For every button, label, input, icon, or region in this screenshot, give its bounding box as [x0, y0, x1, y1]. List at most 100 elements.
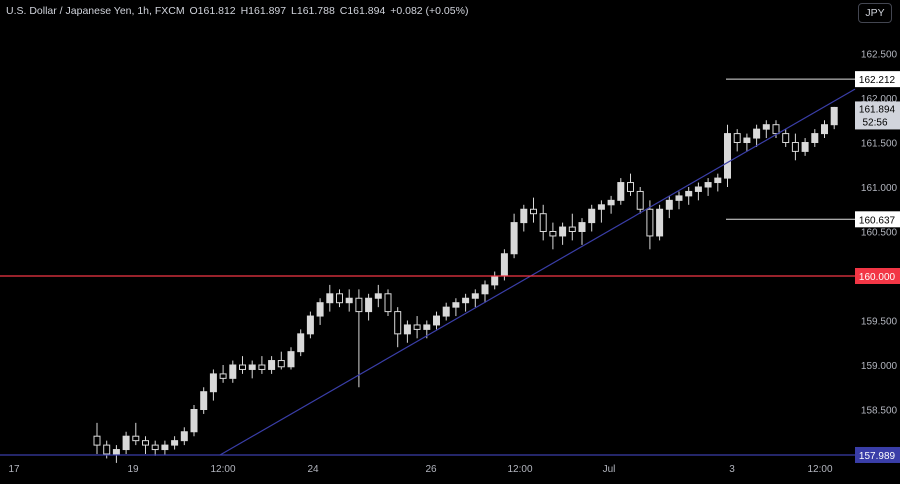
candle-body: [772, 124, 780, 135]
candle-body: [287, 351, 295, 368]
candle-body: [539, 213, 547, 232]
candle-body: [597, 204, 605, 210]
support-price-label-bg: [855, 446, 900, 463]
candles-layer: [93, 106, 838, 463]
candle-body: [578, 222, 586, 233]
candle-body: [442, 306, 450, 317]
candle-body: [801, 142, 809, 152]
candle-body: [830, 106, 838, 126]
candle-body: [617, 182, 625, 201]
resistance-price-label-bg: [855, 268, 900, 284]
change-value: +0.082 (+0.05%): [390, 5, 469, 17]
current-price-label: 161.894: [859, 104, 896, 115]
x-tick-label: 17: [8, 464, 20, 475]
candle-body: [93, 435, 101, 446]
candle-body: [471, 293, 479, 299]
candle-body: [151, 444, 159, 451]
candle-body: [743, 137, 751, 144]
candle-body: [791, 142, 799, 152]
candle-body: [365, 297, 373, 313]
currency-button[interactable]: JPY: [858, 3, 892, 23]
support-price-label: 157.989: [859, 451, 896, 462]
candle-body: [258, 364, 266, 370]
candle-body: [559, 226, 567, 237]
candle-body: [646, 208, 654, 237]
candle-body: [403, 324, 411, 335]
level-price-label-bg: [855, 211, 900, 228]
candle-body: [724, 133, 731, 179]
candle-body: [336, 293, 343, 304]
open-value: O161.812: [189, 5, 236, 17]
y-tick-label: 162.500: [861, 50, 898, 61]
candle-body: [491, 275, 499, 286]
candle-body: [627, 182, 634, 192]
lines-layer: [0, 78, 856, 456]
candle-body: [161, 444, 169, 451]
y-tick-label: 160.500: [861, 228, 898, 239]
x-tick-label: 12:00: [807, 464, 832, 475]
candle-body: [209, 373, 217, 393]
y-tick-label: 159.500: [861, 317, 898, 328]
candle-body: [733, 133, 741, 144]
current-price-label-bg: [855, 101, 900, 130]
candle-body: [374, 293, 382, 299]
candle-body: [355, 297, 363, 313]
candle-body: [821, 124, 828, 135]
candle-body: [762, 124, 770, 130]
level-price-label: 162.212: [859, 75, 896, 86]
candle-body: [704, 182, 712, 188]
candle-body: [297, 333, 305, 353]
y-tick-label: 159.000: [861, 361, 898, 372]
low-value: L161.788: [291, 5, 335, 17]
candle-body: [714, 177, 722, 184]
candle-body: [481, 284, 489, 295]
candle-body: [636, 190, 644, 210]
candle-body: [248, 364, 256, 370]
level-price-label-bg: [855, 71, 900, 88]
y-tick-label: 162.000: [861, 94, 898, 105]
candle-body: [219, 373, 227, 379]
candle-body: [452, 302, 460, 308]
candle-body: [685, 190, 693, 197]
x-tick-label: Jul: [603, 464, 616, 475]
close-value: C161.894: [339, 5, 386, 17]
candle-body: [316, 302, 324, 317]
candle-body: [423, 324, 431, 330]
candle-body: [122, 435, 130, 451]
x-tick-label: 24: [307, 464, 319, 475]
candle-body: [190, 409, 198, 433]
x-tick-label: 26: [425, 464, 437, 475]
candle-body: [112, 449, 120, 455]
candle-body: [277, 360, 285, 368]
chart-header: U.S. Dollar / Japanese Yen, 1h, FXCM O16…: [6, 5, 470, 17]
candle-body: [462, 297, 470, 304]
high-value: H161.897: [240, 5, 287, 17]
candle-body: [229, 364, 237, 379]
axis-layer: 162.212 160.637 160.000 157.989 162.500 162.0…: [8, 50, 900, 475]
candle-body: [345, 297, 353, 304]
countdown-label: 52:56: [862, 117, 887, 128]
candle-body: [200, 391, 208, 411]
candle-body: [394, 311, 402, 335]
y-tick-label: 161.500: [861, 139, 898, 150]
candle-body: [306, 315, 314, 335]
candle-body: [433, 315, 440, 326]
candle-body: [607, 199, 615, 206]
trendline: [219, 88, 856, 456]
candle-body: [656, 208, 664, 237]
candle-body: [103, 444, 111, 455]
y-tick-label: 158.500: [861, 406, 898, 417]
x-tick-label: 12:00: [507, 464, 532, 475]
candle-body: [568, 226, 576, 233]
candle-body: [753, 128, 761, 139]
symbol-title: U.S. Dollar / Japanese Yen, 1h, FXCM: [6, 5, 185, 17]
candle-body: [520, 208, 528, 224]
candle-body: [811, 133, 819, 144]
candle-body: [326, 293, 334, 304]
x-tick-label: 19: [127, 464, 139, 475]
x-tick-label: 3: [729, 464, 735, 475]
candle-body: [510, 222, 518, 255]
candle-body: [665, 199, 673, 210]
